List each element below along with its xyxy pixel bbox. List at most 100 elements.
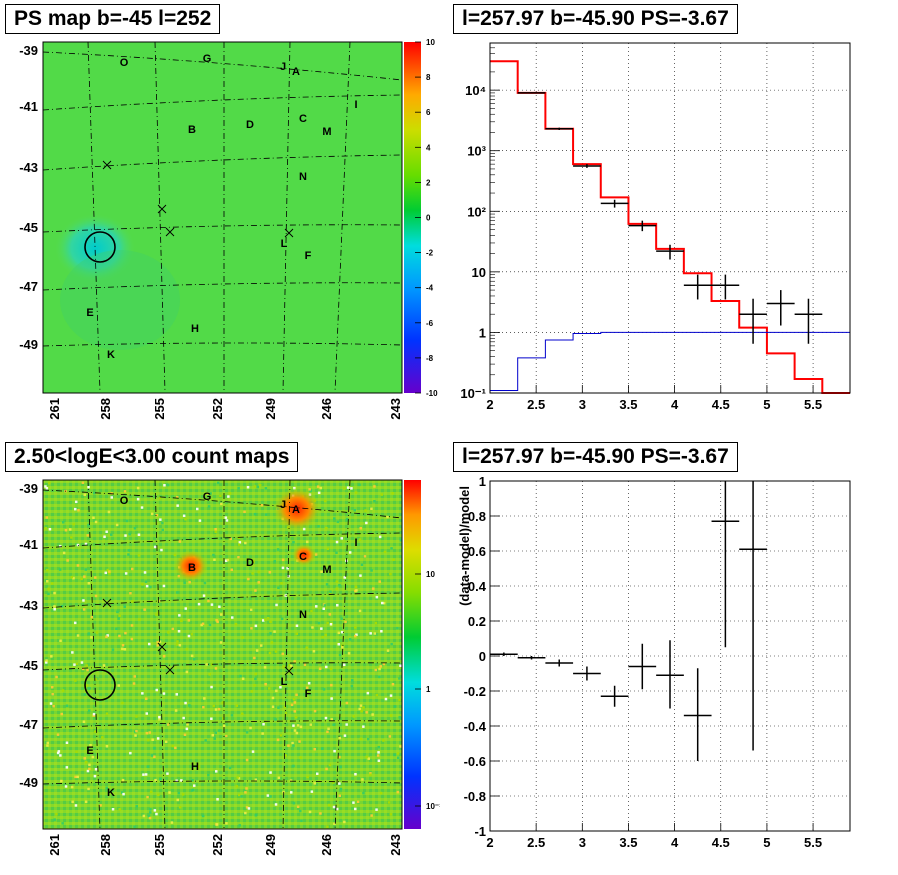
spectrum-plot-area bbox=[490, 43, 850, 393]
y-tick-label: -1 bbox=[474, 824, 486, 839]
source-label-h: H bbox=[191, 323, 199, 335]
colorbar-tick: 4 bbox=[426, 143, 431, 152]
residual-title: l=257.97 b=-45.90 PS=-3.67 bbox=[453, 442, 738, 472]
source-cross-marker bbox=[102, 598, 112, 608]
source-label-h: H bbox=[191, 761, 199, 773]
residual-point bbox=[490, 652, 518, 656]
residual-point bbox=[517, 656, 546, 660]
map-x-tick: 249 bbox=[263, 398, 278, 420]
y-tick-label: 1 bbox=[479, 325, 486, 340]
data-point bbox=[573, 164, 601, 168]
colorbar-tick: 6 bbox=[426, 108, 431, 117]
source-cross-marker bbox=[157, 204, 167, 214]
y-tick-label: 0.4 bbox=[468, 579, 487, 594]
count-colorbar bbox=[404, 480, 421, 829]
y-tick-label: -0.6 bbox=[464, 754, 486, 769]
residual-point bbox=[656, 640, 684, 709]
colorbar-tick: -4 bbox=[426, 284, 434, 293]
source-label-d: D bbox=[246, 119, 254, 131]
data-point bbox=[656, 244, 684, 260]
count-map-title: 2.50<logE<3.00 count maps bbox=[5, 442, 299, 472]
source-label-j: J bbox=[280, 499, 286, 511]
y-tick-label: 10² bbox=[467, 204, 486, 219]
residual-point bbox=[683, 668, 712, 761]
source-label-n: N bbox=[299, 609, 307, 621]
x-tick-label: 2.5 bbox=[527, 835, 545, 850]
source-label-c: C bbox=[299, 551, 307, 563]
map-x-tick: 261 bbox=[47, 398, 62, 420]
source-label-c: C bbox=[299, 113, 307, 125]
coordinate-grid bbox=[42, 479, 403, 831]
map-x-tick: 252 bbox=[210, 398, 225, 420]
residual-point bbox=[573, 666, 601, 681]
data-point bbox=[628, 220, 657, 232]
map-y-tick: -45 bbox=[19, 220, 38, 235]
source-label-g: G bbox=[203, 53, 212, 65]
source-label-l: L bbox=[281, 238, 288, 250]
map-x-tick: 255 bbox=[152, 834, 167, 856]
y-tick-label: -0.8 bbox=[464, 789, 486, 804]
x-tick-label: 5.5 bbox=[804, 397, 822, 412]
source-label-o: O bbox=[120, 495, 129, 507]
map-y-tick: -43 bbox=[19, 160, 38, 175]
y-tick-label: 1 bbox=[479, 474, 486, 489]
data-point bbox=[739, 298, 767, 344]
y-tick-label: -0.2 bbox=[464, 684, 486, 699]
hot-spot-a bbox=[273, 487, 321, 531]
hot-spot-b bbox=[174, 550, 208, 582]
x-tick-label: 5 bbox=[763, 835, 770, 850]
colorbar-tick: 2 bbox=[426, 178, 431, 187]
source-label-b: B bbox=[188, 124, 196, 136]
x-tick-label: 3 bbox=[579, 835, 586, 850]
source-cross-marker bbox=[165, 227, 175, 237]
y-tick-label: 10⁻¹ bbox=[460, 386, 486, 401]
target-circle bbox=[84, 231, 116, 263]
source-label-m: M bbox=[322, 564, 331, 576]
map-y-tick: -39 bbox=[19, 481, 38, 496]
colorbar-tick: -6 bbox=[426, 319, 434, 328]
hot-spot-c bbox=[292, 544, 316, 566]
map-y-tick: -49 bbox=[19, 775, 38, 790]
x-tick-label: 3.5 bbox=[619, 397, 637, 412]
y-tick-label: 0.8 bbox=[468, 509, 486, 524]
colorbar-tick: -2 bbox=[426, 249, 434, 258]
map-x-tick: 255 bbox=[152, 398, 167, 420]
x-tick-label: 4.5 bbox=[712, 835, 730, 850]
residual-point bbox=[545, 659, 574, 667]
colorbar-tick: 1 bbox=[426, 685, 431, 694]
map-y-tick: -41 bbox=[19, 537, 38, 552]
map-x-tick: 243 bbox=[388, 834, 403, 856]
data-point bbox=[600, 199, 629, 208]
y-tick-label: -0.4 bbox=[464, 719, 487, 734]
y-tick-label: 10⁴ bbox=[465, 83, 486, 98]
x-tick-label: 5 bbox=[763, 397, 770, 412]
map-y-tick: -47 bbox=[19, 717, 38, 732]
source-label-b: B bbox=[188, 562, 196, 574]
source-cross-marker bbox=[157, 642, 167, 652]
background-histogram bbox=[490, 331, 850, 391]
y-tick-label: 10³ bbox=[467, 144, 486, 159]
source-label-k: K bbox=[107, 349, 115, 361]
y-tick-label: 0.6 bbox=[468, 544, 486, 559]
x-tick-label: 5.5 bbox=[804, 835, 822, 850]
source-label-e: E bbox=[86, 745, 93, 757]
data-point bbox=[545, 127, 574, 130]
map-y-tick: -39 bbox=[19, 43, 38, 58]
ps-map-title: PS map b=-45 l=252 bbox=[5, 4, 221, 34]
map-x-tick: 258 bbox=[98, 834, 113, 856]
spectrum-title: l=257.97 b=-45.90 PS=-3.67 bbox=[453, 4, 738, 34]
source-cross-marker bbox=[284, 666, 294, 676]
source-label-i: I bbox=[354, 99, 357, 111]
map-y-tick: -45 bbox=[19, 658, 38, 673]
map-x-tick: 252 bbox=[210, 834, 225, 856]
count-map-panel: O G J A I B D C M N L F E H K 261 258 255 252 249 246 243 -3… bbox=[19, 479, 440, 856]
source-label-g: G bbox=[203, 491, 212, 503]
map-x-tick: 261 bbox=[47, 834, 62, 856]
data-point bbox=[517, 92, 546, 94]
coordinate-grid bbox=[42, 41, 403, 393]
colorbar-tick: 0 bbox=[426, 214, 431, 223]
residual-point bbox=[711, 481, 740, 648]
colorbar-tick: -8 bbox=[426, 354, 434, 363]
source-label-m: M bbox=[322, 126, 331, 138]
